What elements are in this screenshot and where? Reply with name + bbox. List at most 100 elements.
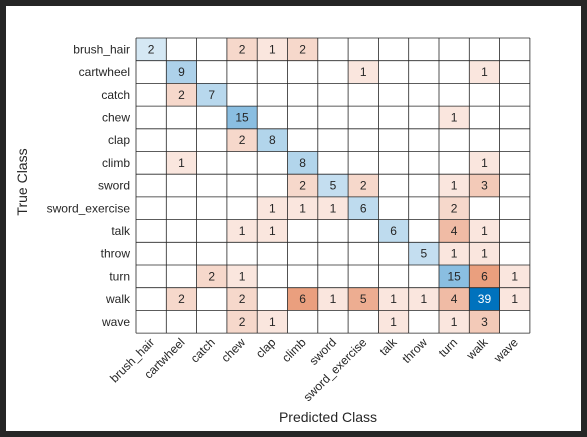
matrix-cell [287,106,318,129]
cell-value-label: 2 [148,42,155,56]
cell-value-label: 8 [299,156,306,170]
matrix-cell [499,219,530,243]
matrix-cell [287,196,318,220]
matrix-cell [408,196,439,220]
y-tick-label: throw [101,247,131,261]
matrix-cell [287,219,318,243]
matrix-cell [287,60,318,84]
matrix-cell [166,196,197,220]
matrix-cell [226,242,258,265]
cell-value-label: 7 [208,88,215,102]
y-tick-label: catch [101,88,130,102]
matrix-cell [136,38,167,61]
cell-value-label: 1 [390,315,397,329]
y-tick-label: wave [101,315,130,329]
matrix-cell [439,265,470,288]
matrix-cell [196,242,227,265]
cell-value-label: 3 [481,179,488,193]
matrix-cell [317,83,349,107]
matrix-cell [226,265,258,288]
matrix-cell [348,151,379,175]
matrix-cell [257,151,288,175]
matrix-cell [196,60,227,84]
y-tick-label: brush_hair [73,42,130,56]
matrix-cell [378,151,409,175]
matrix-cell [499,60,530,84]
matrix-cell [499,174,530,197]
cell-value-label: 1 [239,224,246,238]
matrix-cell [226,196,258,220]
matrix-cell [469,219,500,243]
matrix-cell [196,128,227,152]
matrix-cell [378,174,409,197]
matrix-cell [136,83,167,107]
matrix-cell [469,310,500,334]
matrix-cell [408,38,439,61]
cell-value-label: 4 [451,224,458,238]
matrix-cell [257,310,288,334]
matrix-cell [499,310,530,334]
matrix-cell [257,60,288,84]
matrix-cell [408,106,439,129]
matrix-cell [408,174,439,197]
matrix-cell [499,242,530,265]
matrix-cell [136,174,167,197]
matrix-cell [196,287,227,311]
matrix-cell [257,219,288,243]
cell-value-label: 9 [178,65,185,79]
matrix-cell [196,38,227,61]
matrix-cell [378,196,409,220]
matrix-cell [499,151,530,175]
matrix-cell [196,265,227,288]
cell-value-label: 3 [481,315,488,329]
cell-value-label: 1 [269,224,276,238]
matrix-cell [348,310,379,334]
matrix-cell [257,287,288,311]
y-tick-label: sword_exercise [47,201,131,215]
confusion-matrix-chart: 2 2 1 29 1 12 715 12 81 8 12 5 2 1 31 1 1 6 21 1 6 4 15 1 12 1 15 6… [14,37,531,425]
cell-value-label: 5 [330,179,337,193]
matrix-cell [166,151,197,175]
cell-value-label: 1 [239,269,246,283]
matrix-cell [317,106,349,129]
matrix-cell [226,128,258,152]
matrix-cell [257,38,288,61]
matrix-cell [348,287,379,311]
matrix-cell [348,38,379,61]
matrix-cell [287,83,318,107]
matrix-cell [439,106,470,129]
matrix-cell [499,265,530,288]
cell-layer [136,38,530,334]
matrix-cell [196,83,227,107]
matrix-cell [166,242,197,265]
matrix-cell [317,242,349,265]
matrix-cell [317,265,349,288]
y-tick-label: sword [98,179,130,193]
matrix-cell [348,196,379,220]
matrix-cell [257,174,288,197]
matrix-cell [317,287,349,311]
matrix-cell [287,265,318,288]
matrix-cell [166,128,197,152]
matrix-cell [317,219,349,243]
matrix-cell [136,265,167,288]
matrix-cell [166,106,197,129]
matrix-cell [439,151,470,175]
matrix-cell [408,265,439,288]
cell-value-label: 8 [269,133,276,147]
cell-value-label: 6 [390,224,397,238]
cell-value-label: 6 [481,269,488,283]
cell-value-label: 6 [360,201,367,215]
x-tick-label: climb [279,335,309,365]
matrix-cell [136,242,167,265]
matrix-cell [469,196,500,220]
x-axis-title: Predicted Class [279,409,377,425]
x-tick-label: catch [188,335,218,365]
matrix-cell [469,287,500,311]
x-tick-label: chew [218,335,248,365]
matrix-cell [348,174,379,197]
matrix-cell [348,219,379,243]
matrix-cell [408,287,439,311]
y-tick-label: talk [111,224,131,238]
cell-value-label: 1 [511,269,518,283]
